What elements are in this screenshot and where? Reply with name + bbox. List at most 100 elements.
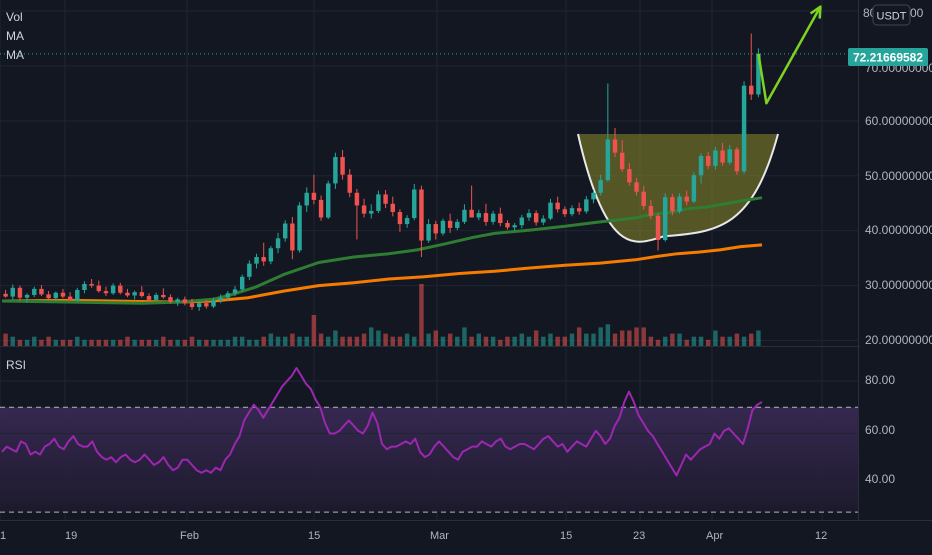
candle-body xyxy=(376,194,381,211)
volume-bar xyxy=(634,327,639,346)
candle-body xyxy=(605,139,611,181)
candle-body xyxy=(412,189,417,219)
candle-body xyxy=(189,303,195,308)
legend-ma-slow[interactable]: MA xyxy=(6,48,24,62)
candle-body xyxy=(634,182,639,192)
candle-body xyxy=(390,203,395,212)
currency-badge-box xyxy=(872,4,911,26)
volume-bar xyxy=(24,339,30,346)
rsi-axis[interactable]: 40.00 60.00 80.00 xyxy=(865,373,895,486)
time-axis[interactable]: 1 19 Feb 15 Mar 15 23 Apr 12 xyxy=(0,530,827,542)
candle-body xyxy=(749,85,754,95)
candle-body xyxy=(612,139,618,153)
candle-body xyxy=(17,287,23,298)
candle-body xyxy=(82,283,87,290)
volume-bar xyxy=(232,336,238,346)
candle-body xyxy=(447,220,453,228)
volume-bar xyxy=(326,336,331,346)
candle-body xyxy=(333,157,338,184)
candle-body xyxy=(684,196,689,202)
volume-bar xyxy=(311,315,317,346)
candle-body xyxy=(727,149,732,163)
candle-body xyxy=(505,222,510,228)
volume-bar xyxy=(261,336,266,346)
candle-body xyxy=(383,194,388,204)
candle-body xyxy=(46,294,51,299)
time-axis-label: Mar xyxy=(430,530,449,542)
candle-body xyxy=(211,300,216,307)
projection-arrow xyxy=(757,5,822,105)
candle-body xyxy=(562,209,568,215)
volume-bar xyxy=(318,333,324,346)
legend-vol[interactable]: Vol xyxy=(6,10,23,24)
candle-body xyxy=(290,223,295,251)
legend-ma-fast[interactable]: MA xyxy=(6,29,24,43)
volume-bar xyxy=(662,336,668,346)
candle-body xyxy=(433,224,438,234)
volume-bar xyxy=(734,333,740,346)
volume-bar xyxy=(304,336,309,346)
volume-bar xyxy=(211,339,216,346)
volume-bar xyxy=(433,330,438,346)
price-axis-label: 20.00000000 xyxy=(865,333,932,347)
volume-bar xyxy=(103,339,109,346)
candle-body xyxy=(261,257,266,262)
price-axis[interactable]: 20.00000000 30.00000000 40.00000000 50.0… xyxy=(863,6,932,347)
candle-body xyxy=(627,169,632,183)
volume-bar xyxy=(526,336,532,346)
candle-body xyxy=(548,202,553,219)
candle-body xyxy=(118,285,123,293)
volume-bar xyxy=(541,336,546,346)
candle-body xyxy=(698,155,704,176)
last-price-badge: 72.21669582 xyxy=(848,48,928,66)
currency-badge-label: USDT xyxy=(877,11,907,23)
volume-bar xyxy=(426,333,431,346)
volume-bar xyxy=(627,330,632,346)
volume-bar xyxy=(447,333,453,346)
candle-body xyxy=(691,175,697,202)
legend-rsi[interactable]: RSI xyxy=(6,358,26,372)
candle-body xyxy=(519,217,525,226)
candle-body xyxy=(569,208,575,215)
candle-body xyxy=(53,292,58,299)
currency-badge[interactable]: USDT xyxy=(872,4,911,26)
candle-body xyxy=(555,202,560,210)
volume-bar xyxy=(727,336,732,346)
volume-bar xyxy=(713,330,718,346)
volume-bar xyxy=(440,336,446,346)
volume-bar xyxy=(46,336,51,346)
volume-bar xyxy=(53,339,58,346)
last-price-label: 72.21669582 xyxy=(853,51,923,65)
candle-body xyxy=(60,292,66,297)
volume-bar xyxy=(548,333,553,346)
time-axis-label: Feb xyxy=(180,530,199,542)
time-axis-label: 19 xyxy=(65,530,77,542)
candle-body xyxy=(713,150,718,166)
volume-bar xyxy=(412,336,417,346)
volume-bar xyxy=(383,333,388,346)
volume-bar xyxy=(189,336,195,346)
volume-bar xyxy=(390,336,395,346)
volume-bar xyxy=(641,327,646,346)
candle-body xyxy=(304,192,309,206)
volume-bar xyxy=(75,336,80,346)
candle-body xyxy=(168,297,173,303)
volume-bar xyxy=(67,339,73,346)
volume-bar xyxy=(404,333,410,346)
candle-body xyxy=(254,257,259,264)
candle-body xyxy=(153,294,159,300)
volume-bar xyxy=(10,336,15,346)
candle-body xyxy=(175,299,180,303)
candle-body xyxy=(426,224,431,241)
volume-bar xyxy=(562,336,568,346)
price-axis-label: 60.00000000 xyxy=(865,114,932,128)
rsi-pane[interactable] xyxy=(0,367,858,513)
price-pane[interactable] xyxy=(0,0,858,520)
candle-body xyxy=(297,205,302,251)
candle-body xyxy=(462,209,467,222)
volume-bar xyxy=(17,339,23,346)
time-axis-label: 12 xyxy=(815,530,827,542)
volume-bar xyxy=(175,339,180,346)
